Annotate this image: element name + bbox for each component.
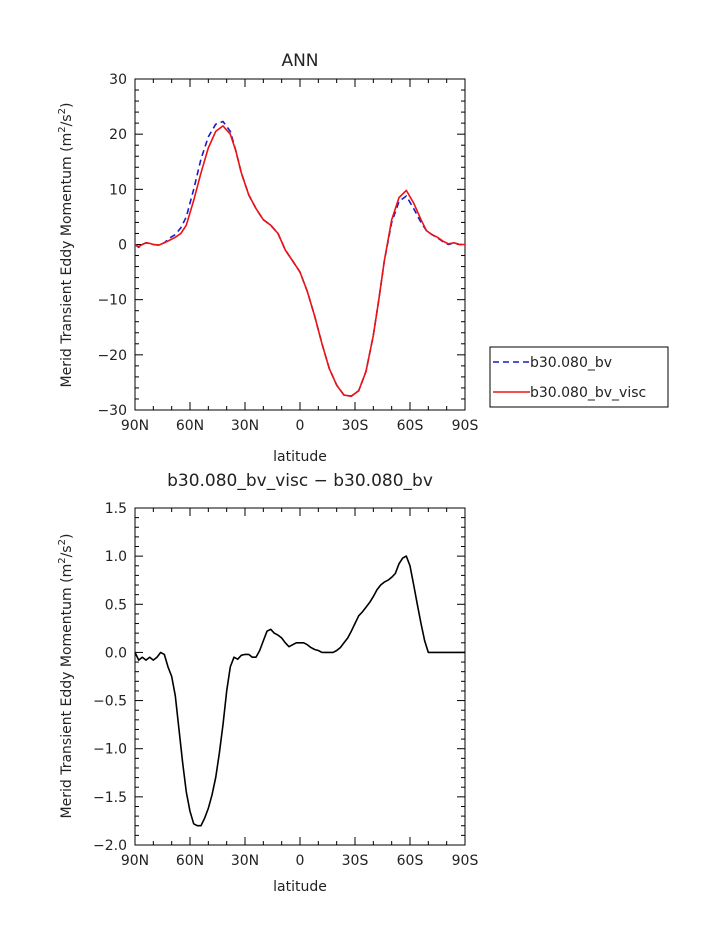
top-x-tick-label: 90S: [452, 418, 479, 434]
bottom-chart-title: b30.080_bv_visc − b30.080_bv: [167, 471, 433, 491]
bottom-x-axis-label: latitude: [273, 879, 327, 895]
bottom-tick-marks: [134, 507, 466, 846]
bottom-x-tick-label: 30N: [231, 853, 259, 869]
bottom-y-tick-label: −0.5: [93, 694, 127, 710]
top-y-tick-label: 30: [109, 72, 127, 88]
legend-box: [489, 346, 669, 408]
bottom-x-tick-label: 90S: [452, 853, 479, 869]
bottom-x-tick-label: 60S: [397, 853, 424, 869]
top-x-tick-label: 30S: [342, 418, 369, 434]
top-x-tick-label: 30N: [231, 418, 259, 434]
top-y-axis-label-end: ): [59, 103, 75, 108]
top-y-axis-label-sup: 2: [57, 126, 68, 132]
top-y-tick-label: −30: [97, 403, 127, 419]
top-y-tick-label: −10: [97, 293, 127, 309]
bottom-y-tick-label: 1.0: [105, 549, 127, 565]
top-x-tick-label: 60N: [176, 418, 204, 434]
bottom-x-tick-labels: 90N 60N 30N 0 30S 60S 90S: [121, 853, 479, 869]
top-series-lines: [134, 120, 465, 398]
top-y-tick-label: 10: [109, 182, 127, 198]
bottom-series-lines: [134, 555, 465, 827]
bottom-chart: b30.080_bv_visc − b30.080_bv −2.0 −1.5 −1.…: [57, 471, 478, 895]
bottom-y-axis-label-tail: /s: [59, 545, 75, 557]
legend: b30.080_bv b30.080_bv_visc: [489, 346, 669, 408]
top-y-tick-label: 20: [109, 127, 127, 143]
top-y-tick-label: −20: [97, 348, 127, 364]
top-x-axis-label: latitude: [273, 449, 327, 465]
top-tick-marks: [134, 78, 466, 411]
top-series-line-b30-080-bv: [134, 120, 465, 398]
top-y-axis-label-main: Merid Transient Eddy Momentum (m: [59, 133, 75, 388]
top-x-tick-label: 90N: [121, 418, 149, 434]
top-plot-frame: [134, 78, 466, 411]
top-y-axis-label: Merid Transient Eddy Momentum (m2/s2): [57, 103, 75, 388]
bottom-x-tick-label: 0: [296, 853, 305, 869]
top-chart-title: ANN: [281, 51, 318, 71]
top-x-tick-label: 60S: [397, 418, 424, 434]
legend-label-bv: b30.080_bv: [530, 355, 612, 371]
top-y-tick-label: 0: [118, 238, 127, 254]
bottom-y-tick-label: −1.0: [93, 742, 127, 758]
bottom-y-tick-label: 0.5: [105, 597, 127, 613]
bottom-y-axis-label-sup: 2: [57, 557, 68, 563]
bottom-x-tick-label: 90N: [121, 853, 149, 869]
bottom-y-tick-label: 1.5: [105, 501, 127, 517]
bottom-x-tick-label: 60N: [176, 853, 204, 869]
legend-label-bv-visc: b30.080_bv_visc: [530, 385, 646, 401]
bottom-y-tick-label: 0.0: [105, 645, 127, 661]
top-y-axis-label-sup2: 2: [57, 108, 68, 114]
bottom-y-tick-label: −1.5: [93, 790, 127, 806]
bottom-y-tick-labels: −2.0 −1.5 −1.0 −0.5 0.0 0.5 1.0 1.5: [93, 501, 127, 854]
bottom-y-axis-label-sup2: 2: [57, 539, 68, 545]
top-y-axis-label-tail: /s: [59, 114, 75, 126]
bottom-series-line-difference: [134, 555, 465, 827]
top-x-tick-label: 0: [296, 418, 305, 434]
top-y-tick-labels: −30 −20 −10 0 10 20 30: [97, 72, 127, 419]
top-x-tick-labels: 90N 60N 30N 0 30S 60S 90S: [121, 418, 479, 434]
bottom-plot-frame: [134, 507, 466, 846]
bottom-y-axis-label-end: ): [59, 534, 75, 539]
top-chart: ANN −30 −20 −10 0 10 20 30 90N 60N 30N 0 30S 60S 90S…: [57, 51, 669, 465]
bottom-y-tick-label: −2.0: [93, 838, 127, 854]
bottom-x-tick-label: 30S: [342, 853, 369, 869]
top-series-line-b30-080-bv-visc: [134, 125, 465, 398]
bottom-y-axis-label-main: Merid Transient Eddy Momentum (m: [59, 564, 75, 819]
bottom-y-axis-label: Merid Transient Eddy Momentum (m2/s2): [57, 534, 75, 819]
